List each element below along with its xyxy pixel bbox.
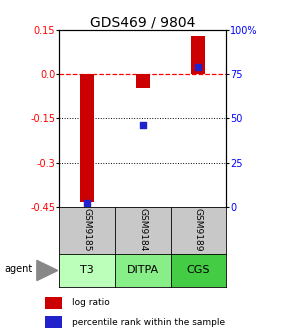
Text: log ratio: log ratio (72, 298, 110, 307)
Point (196, 65, 201, 70)
Bar (191, 36, 205, 74)
Bar (45, 296, 62, 309)
Text: percentile rank within the sample: percentile rank within the sample (72, 318, 225, 327)
Point (140, 123, 145, 128)
Bar (136, 74, 150, 88)
Point (85, 200, 90, 206)
Text: GSM9185: GSM9185 (83, 208, 92, 252)
Text: CGS: CGS (187, 265, 210, 276)
Text: GSM9189: GSM9189 (194, 208, 203, 252)
Polygon shape (37, 260, 58, 281)
Text: DITPA: DITPA (127, 265, 159, 276)
Bar (80, 74, 94, 202)
Bar (45, 316, 62, 329)
Text: agent: agent (5, 264, 33, 274)
Text: GSM9184: GSM9184 (138, 208, 147, 252)
Title: GDS469 / 9804: GDS469 / 9804 (90, 15, 195, 29)
Text: T3: T3 (80, 265, 94, 276)
